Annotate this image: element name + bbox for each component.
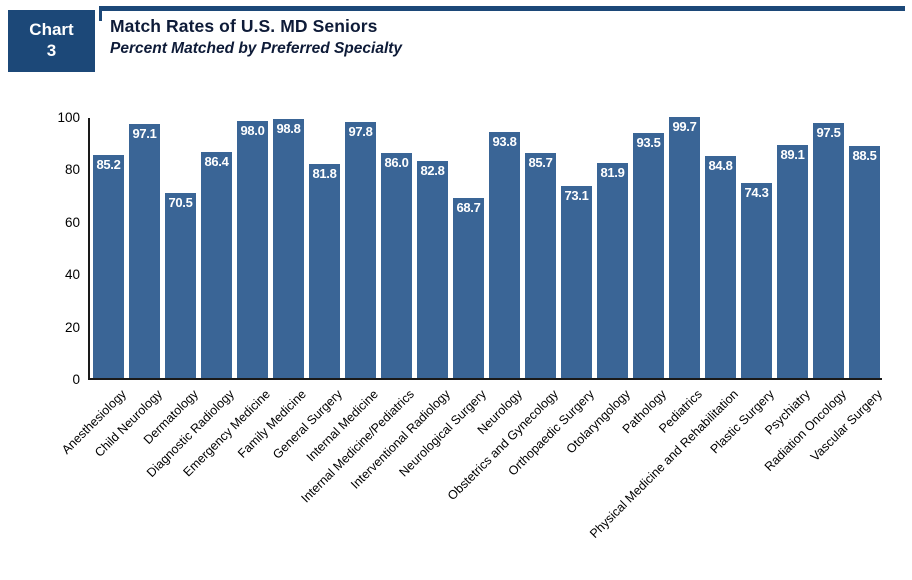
x-axis-label: Psychiatry [761,387,813,438]
bar-value-label: 97.8 [348,123,373,139]
bar-value-label: 73.1 [564,188,589,204]
bar-value-label: 85.7 [528,155,553,171]
x-axis-label: General Surgery [269,387,345,462]
x-axis-label: Diagnostic Radiology [143,387,237,480]
bar-value-label: 86.0 [384,154,409,170]
x-axis-label: Otolaryngology [563,387,633,457]
bar-pediatrics: 99.7 [669,116,700,378]
page-subtitle: Percent Matched by Preferred Specialty [110,40,403,57]
x-axis-label: Dermatology [140,387,201,448]
bar-psychiatry: 89.1 [777,144,808,378]
bar-neurological-surgery: 68.7 [453,198,484,378]
bar-obstetrics-and-gynecology: 85.7 [525,153,556,378]
bar-child-neurology: 97.1 [129,123,160,378]
bar-value-label: 98.8 [276,121,301,137]
x-axis-label: Plastic Surgery [707,387,777,457]
bar-value-label: 89.1 [780,146,805,162]
bar-internal-medicine-pediatrics: 86.0 [381,152,412,378]
bar-physical-medicine-and-rehabilitation: 84.8 [705,155,736,378]
y-axis-tick-label: 60 [64,214,80,230]
bar-value-label: 97.5 [816,124,841,140]
bar-value-label: 74.3 [744,185,769,201]
bar-dermatology: 70.5 [165,193,196,378]
chart-number-badge-word: Chart [29,20,74,39]
x-axis-label: Radiation Oncology [761,387,849,475]
bar-value-label: 68.7 [456,200,481,216]
chart-number-badge: Chart 3 [8,10,95,72]
bar-general-surgery: 81.8 [309,163,340,378]
x-axis-label: Family Medicine [234,387,309,461]
bar-value-label: 82.8 [420,163,445,179]
bar-otolaryngology: 81.9 [597,163,628,378]
y-axis-tick-label: 100 [57,110,80,125]
header-rule-left-cap [99,6,102,21]
bar-value-label: 81.8 [312,165,337,181]
header-rule [99,6,905,11]
x-axis-label: Neurology [474,387,525,438]
bar-neurology: 93.8 [489,132,520,378]
x-axis-label: Emergency Medicine [179,387,273,480]
x-axis-label: Internal Medicine/Pediatrics [297,387,417,506]
bar-value-label: 98.0 [240,123,265,139]
bar-pathology: 93.5 [633,133,664,378]
x-axis-label: Interventional Radiology [347,387,453,492]
plot-area: 85.2 97.1 70.5 86.4 98.0 98.8 81.8 97.8 86.0 82.8… [88,116,882,380]
bar-value-label: 99.7 [672,118,697,134]
x-axis-label: Pathology [619,387,669,437]
bar-radiation-oncology: 97.5 [813,122,844,378]
bar-value-label: 97.1 [132,125,157,141]
bar-value-label: 85.2 [96,156,121,172]
bar-diagnostic-radiology: 86.4 [201,151,232,378]
bar-family-medicine: 98.8 [273,119,304,378]
chart-number-badge-number: 3 [46,41,57,60]
bar-interventional-radiology: 82.8 [417,161,448,378]
bar-vascular-surgery: 88.5 [849,146,880,378]
x-axis-label: Internal Medicine [303,387,381,465]
bar-value-label: 84.8 [708,157,733,173]
bar-value-label: 93.5 [636,135,661,151]
bar-value-label: 93.8 [492,134,517,150]
bar-value-label: 88.5 [852,148,877,164]
y-axis-tick-label: 20 [64,319,80,335]
bar-value-label: 70.5 [168,195,193,211]
page-title: Match Rates of U.S. MD Seniors [110,16,378,36]
x-axis-label: Pediatrics [655,387,705,436]
x-axis-label: Orthopaedic Surgery [504,387,597,479]
bar-value-label: 86.4 [204,153,229,169]
bar-plastic-surgery: 74.3 [741,183,772,378]
y-axis-tick-label: 80 [64,162,80,178]
x-axis-label: Physical Medicine and Rehabilitation [586,387,741,541]
bar-value-label: 81.9 [600,165,625,181]
bar-emergency-medicine: 98.0 [237,121,268,378]
y-axis-tick-label: 40 [64,267,80,283]
bar-anesthesiology: 85.2 [93,154,124,378]
x-axis-label: Obstetrics and Gynecology [444,387,561,504]
y-axis-tick-label: 0 [72,372,80,387]
x-axis-label: Neurological Surgery [395,387,489,480]
x-axis-label: Vascular Surgery [807,387,885,465]
bar-internal-medicine: 97.8 [345,121,376,378]
bar-orthopaedic-surgery: 73.1 [561,186,592,378]
